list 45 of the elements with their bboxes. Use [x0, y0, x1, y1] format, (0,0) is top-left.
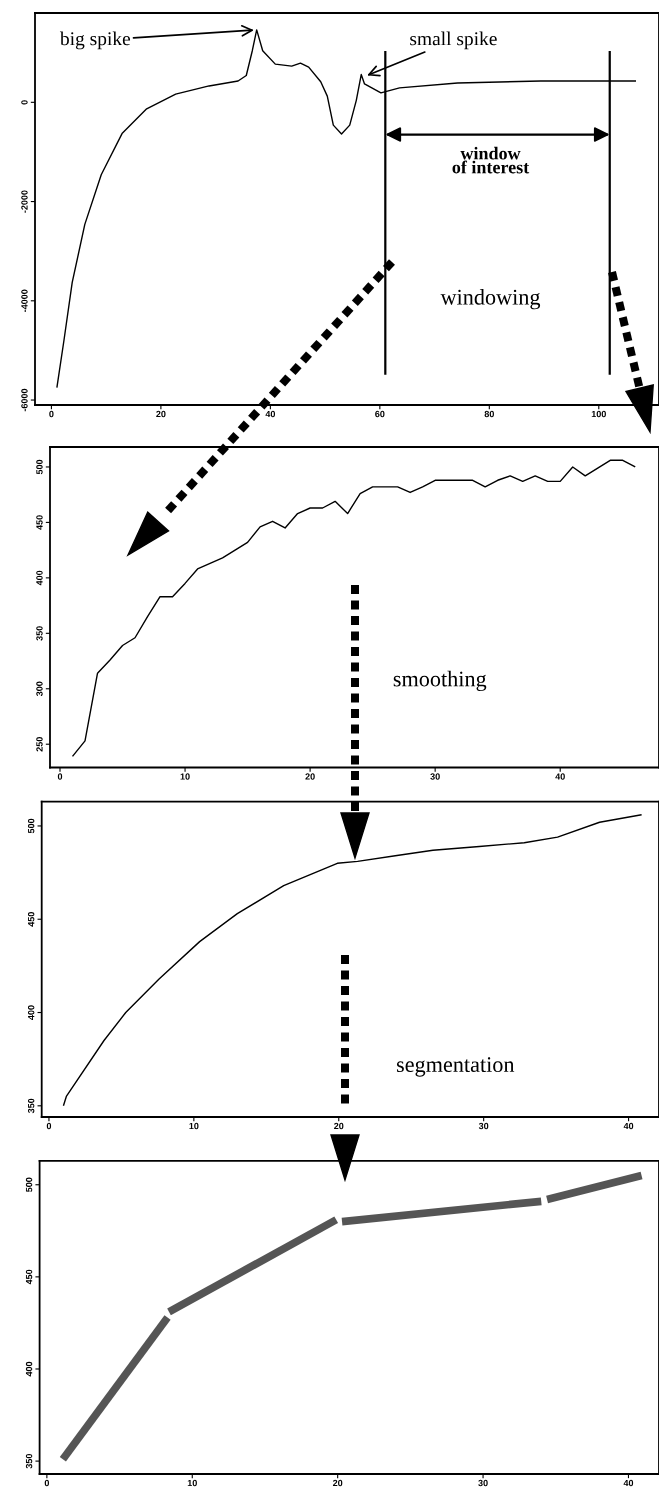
- x-tick-label: 10: [187, 1479, 197, 1487]
- annotation: window of interest: [452, 146, 530, 174]
- y-tick-label: 350: [27, 1098, 35, 1114]
- annotation: windowing: [440, 289, 541, 310]
- x-tick-label: 0: [57, 773, 63, 780]
- x-tick-label: 40: [265, 410, 276, 418]
- y-tick-label: 400: [27, 1005, 35, 1020]
- x-tick-label: 20: [334, 1122, 344, 1130]
- x-tick-label: 40: [555, 773, 565, 780]
- x-tick-label: 0: [44, 1479, 50, 1487]
- y-tick-label: 0: [21, 100, 28, 105]
- x-tick-label: 30: [430, 773, 440, 780]
- y-tick-label: 300: [36, 681, 43, 697]
- x-tick-label: 0: [49, 410, 54, 418]
- y-tick-label: 450: [36, 515, 43, 530]
- x-tick-label: 10: [180, 773, 190, 780]
- x-tick-label: 80: [484, 410, 494, 418]
- x-tick-label: 20: [305, 773, 315, 780]
- y-tick-label: 250: [36, 737, 43, 752]
- x-tick-label: 20: [156, 410, 166, 418]
- x-tick-label: 60: [375, 410, 385, 418]
- x-tick-label: 100: [591, 410, 606, 418]
- y-tick-label: 500: [25, 1177, 33, 1192]
- y-tick-label: 400: [36, 570, 43, 586]
- x-tick-label: 30: [478, 1122, 489, 1130]
- x-tick-label: 20: [332, 1479, 343, 1487]
- x-tick-label: 10: [189, 1122, 199, 1130]
- annotation: segmentation: [396, 1057, 515, 1077]
- annotation: small spike: [410, 31, 497, 50]
- x-tick-label: 0: [46, 1122, 52, 1130]
- y-tick-label: 500: [36, 459, 43, 475]
- annotation: smoothing: [393, 670, 487, 692]
- x-tick-label: 30: [478, 1479, 488, 1487]
- y-tick-label: 350: [25, 1453, 33, 1469]
- y-tick-label: -6000: [21, 388, 28, 412]
- y-tick-label: 350: [36, 626, 43, 641]
- y-tick-label: -4000: [21, 289, 28, 312]
- annotation: big spike: [59, 31, 131, 50]
- y-tick-label: 450: [25, 1269, 33, 1285]
- y-tick-label: 500: [27, 818, 35, 834]
- x-tick-label: 40: [623, 1122, 634, 1130]
- y-tick-label: 450: [27, 912, 35, 927]
- y-tick-label: -2000: [21, 190, 28, 213]
- y-tick-label: 400: [25, 1361, 33, 1377]
- x-tick-label: 40: [623, 1479, 634, 1487]
